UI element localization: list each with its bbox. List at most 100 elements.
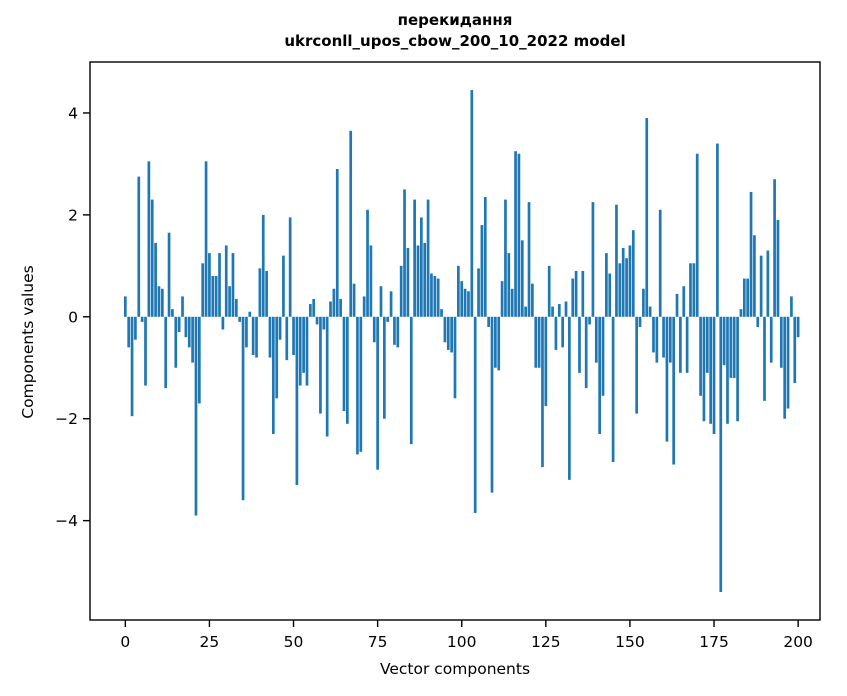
bar: [578, 316, 581, 373]
bar: [309, 304, 312, 317]
bar: [292, 316, 295, 356]
bar: [490, 316, 494, 493]
bar: [453, 316, 457, 399]
bar: [500, 281, 504, 317]
bar: [325, 316, 329, 437]
bar: [722, 316, 726, 366]
axes-frame: [89, 61, 821, 621]
bar: [759, 255, 763, 317]
bar: [618, 263, 622, 317]
bar: [396, 316, 400, 348]
bar: [376, 316, 379, 470]
bar: [736, 316, 739, 422]
bar: [756, 316, 760, 327]
x-tick-label: 200: [783, 633, 813, 651]
bar: [181, 296, 184, 317]
bar: [564, 301, 568, 317]
bar: [457, 265, 460, 317]
bar: [265, 270, 268, 317]
bar: [658, 209, 662, 317]
bar: [753, 235, 756, 317]
bar: [648, 306, 652, 317]
bar: [514, 151, 517, 317]
bar: [241, 316, 245, 501]
bar: [187, 316, 191, 348]
bar: [258, 268, 262, 317]
bar: [446, 316, 450, 350]
chart-title: перекидання ukrconll_upos_cbow_200_10_20…: [90, 10, 820, 52]
bar: [517, 153, 521, 317]
bar: [551, 306, 554, 317]
bar: [510, 288, 514, 317]
bar: [675, 293, 679, 317]
bar: [208, 253, 211, 317]
bar: [191, 316, 194, 363]
bar: [776, 219, 780, 317]
bar: [295, 316, 299, 485]
bar: [554, 316, 558, 350]
x-tick-label: 125: [531, 633, 561, 651]
bar: [749, 191, 753, 317]
bar: [635, 316, 639, 414]
bar: [568, 316, 571, 480]
bar: [228, 286, 231, 317]
bar: [685, 316, 689, 373]
bar: [150, 199, 154, 317]
bar: [712, 316, 716, 434]
bar: [608, 273, 612, 317]
bar: [699, 316, 702, 396]
bar: [319, 316, 322, 414]
bar: [393, 316, 396, 345]
bar: [383, 316, 386, 419]
bar: [157, 286, 161, 317]
y-tick-label: 4: [68, 104, 78, 122]
bar: [416, 245, 420, 317]
bar: [689, 263, 692, 317]
bar: [154, 242, 157, 317]
bar: [574, 270, 578, 317]
bar: [763, 316, 766, 401]
bar: [346, 316, 349, 424]
bar: [147, 161, 151, 317]
bar: [349, 130, 353, 317]
bar: [520, 240, 524, 317]
bar: [470, 90, 474, 317]
bar: [719, 316, 723, 592]
bar: [312, 298, 316, 317]
bar: [773, 179, 776, 317]
bar: [221, 316, 225, 330]
bar: [409, 316, 413, 445]
bar: [642, 288, 645, 317]
bar: [732, 316, 736, 378]
bar: [332, 288, 336, 317]
bar: [477, 268, 480, 317]
chart-title-line2: ukrconll_upos_cbow_200_10_2022 model: [284, 32, 626, 50]
bar: [504, 199, 507, 317]
bar: [611, 316, 615, 463]
bar: [638, 316, 642, 327]
bar: [177, 316, 181, 333]
bar: [352, 283, 356, 317]
bar: [366, 209, 369, 317]
bar: [278, 316, 282, 340]
bar: [769, 316, 773, 363]
bar: [483, 197, 487, 317]
bar: [238, 316, 242, 322]
bar: [467, 291, 470, 317]
bar: [430, 273, 433, 317]
bar: [463, 288, 467, 317]
bar: [403, 189, 406, 317]
bar: [547, 265, 551, 317]
bar: [473, 316, 477, 513]
bar: [591, 202, 595, 317]
bar: [524, 306, 527, 317]
bar: [527, 202, 531, 317]
x-tick-label: 25: [200, 633, 220, 651]
bar: [305, 316, 309, 386]
bar: [790, 296, 793, 317]
bar: [631, 230, 635, 317]
bar: [413, 199, 416, 317]
bar: [588, 316, 591, 325]
bar: [130, 316, 134, 417]
